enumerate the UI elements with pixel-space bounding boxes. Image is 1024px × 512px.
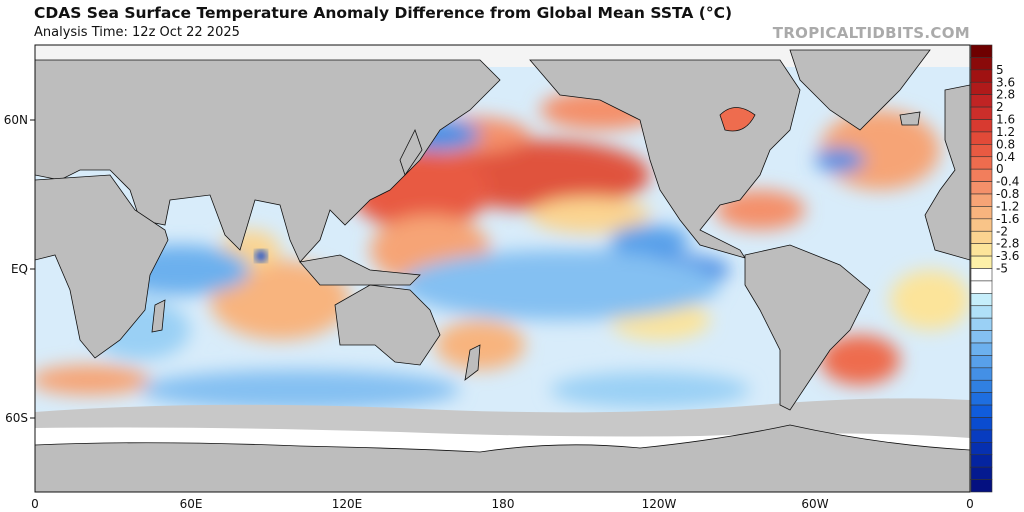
colorbar-label: -3.6 (996, 249, 1019, 263)
colorbar-label: -2.8 (996, 237, 1019, 251)
longitude-labels: 0 60E 120E 180 120W 60W 0 (31, 497, 974, 511)
antarctica (35, 424, 970, 492)
colorbar-bin (970, 392, 993, 406)
colorbar-label: -5 (996, 262, 1008, 276)
madagascar (151, 299, 166, 333)
colorbar-bin (970, 81, 993, 95)
africa (35, 174, 169, 359)
colorbar-bin (970, 317, 993, 331)
south-america (744, 244, 871, 411)
colorbar-bin (970, 479, 993, 493)
colorbar-bin (970, 268, 993, 282)
colorbar-bin (970, 57, 993, 71)
colorbar-bin (970, 243, 993, 257)
western-europe-africa (924, 84, 970, 261)
colorbar-bin (970, 230, 993, 244)
lon-label: 60E (180, 497, 203, 511)
colorbar-label: 0.4 (996, 150, 1015, 164)
colorbar-bin (970, 367, 993, 381)
colorbar-bin (970, 131, 993, 145)
colorbar-label: -2 (996, 224, 1008, 238)
analysis-time: Analysis Time: 12z Oct 22 2025 (34, 25, 240, 40)
lon-label: 180 (492, 497, 515, 511)
colorbar-bin (970, 168, 993, 182)
lat-label: EQ (11, 262, 28, 276)
colorbar-bin (970, 94, 993, 108)
colorbar-bin (970, 404, 993, 418)
colorbar-bin (970, 206, 993, 220)
colorbar-bin (970, 429, 993, 443)
lon-label: 120W (642, 497, 677, 511)
colorbar-label: -0.4 (996, 175, 1019, 189)
colorbar-bin (970, 342, 993, 356)
colorbar-bin (970, 144, 993, 158)
colorbar-bin (970, 218, 993, 232)
chart-title: CDAS Sea Surface Temperature Anomaly Dif… (34, 4, 733, 22)
iceland (899, 111, 921, 126)
colorbar-bin (970, 106, 993, 120)
lat-label: 60N (4, 113, 28, 127)
colorbar-label: 0 (996, 162, 1004, 176)
colorbar-label: 5 (996, 63, 1004, 77)
colorbar-bin (970, 417, 993, 431)
colorbar-bin (970, 156, 993, 170)
colorbar-bin (970, 293, 993, 307)
colorbar-label: 2.8 (996, 88, 1015, 102)
colorbar-label: 1.2 (996, 125, 1015, 139)
colorbar-label: 3.6 (996, 75, 1015, 89)
colorbar-label: -0.8 (996, 187, 1019, 201)
maritime-continent (299, 254, 421, 286)
colorbar-label: 0.8 (996, 137, 1015, 151)
colorbar-bin (970, 193, 993, 207)
colorbar-label: 1.6 (996, 113, 1015, 127)
new-zealand (464, 344, 481, 381)
colorbar-label: -1.6 (996, 212, 1019, 226)
colorbar-bin (970, 280, 993, 294)
australia (334, 284, 441, 366)
greenland (789, 49, 931, 131)
eurasia (35, 59, 501, 263)
colorbar-bin (970, 181, 993, 195)
colorbar-label: 2 (996, 100, 1004, 114)
colorbar-bin (970, 466, 993, 480)
colorbar-bin (970, 355, 993, 369)
map-field (35, 45, 970, 492)
lon-label: 0 (31, 497, 39, 511)
colorbar-bin (970, 69, 993, 83)
colorbar-bin (970, 255, 993, 269)
hudson-bay-water (719, 107, 756, 132)
colorbar-label: -1.2 (996, 199, 1019, 213)
latitude-labels: 60N EQ 60S (4, 113, 35, 425)
colorbar-bin (970, 119, 993, 133)
site-brand: TROPICALTIDBITS.COM (772, 24, 970, 42)
colorbar: 53.62.821.61.20.80.40-0.4-0.8-1.2-1.6-2-… (970, 44, 1019, 493)
lon-label: 0 (966, 497, 974, 511)
colorbar-bin (970, 305, 993, 319)
colorbar-bin (970, 442, 993, 456)
cold-spot (255, 250, 267, 262)
colorbar-bin (970, 379, 993, 393)
land (35, 49, 970, 492)
lat-label: 60S (5, 411, 28, 425)
lon-label: 120E (332, 497, 363, 511)
colorbar-bin (970, 330, 993, 344)
colorbar-bin (970, 454, 993, 468)
lon-label: 60W (801, 497, 828, 511)
colorbar-bin (970, 44, 993, 58)
japan (399, 128, 423, 176)
